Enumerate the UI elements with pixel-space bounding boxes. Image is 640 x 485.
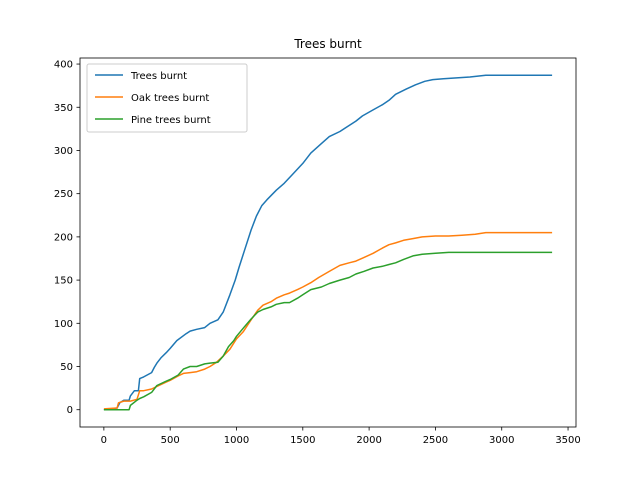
y-tick-label: 200 (54, 232, 73, 243)
plot-area (103, 74, 553, 411)
axes-frame (79, 57, 577, 428)
legend-label-3: Pine trees burnt (131, 115, 211, 126)
x-tick-label: 500 (161, 435, 180, 446)
y-tick-label: 250 (54, 189, 73, 200)
chart-title: Trees burnt (293, 37, 362, 51)
legend-label-1: Trees burnt (130, 71, 187, 82)
y-tick-label: 400 (54, 60, 73, 71)
series-line-3 (103, 251, 553, 411)
x-tick-label: 2000 (356, 435, 381, 446)
legend: Trees burnt Oak trees burnt Pine trees bur… (86, 63, 248, 133)
axes: 0 500 1000 1500 2000 2500 3000 3500 0 50 100 150 200… (54, 57, 581, 446)
y-tick-label: 50 (60, 362, 73, 373)
x-tick-label: 3500 (555, 435, 580, 446)
legend-box (86, 63, 248, 133)
x-tick-label: 3000 (489, 435, 514, 446)
x-tick-label: 1500 (290, 435, 315, 446)
y-tick-label: 0 (67, 405, 73, 416)
x-tick-label: 2500 (423, 435, 448, 446)
series-line-1 (103, 74, 553, 411)
x-tick-label: 0 (101, 435, 107, 446)
y-tick-label: 100 (54, 319, 73, 330)
y-tick-label: 350 (54, 103, 73, 114)
y-tick-label: 300 (54, 146, 73, 157)
legend-label-2: Oak trees burnt (131, 93, 209, 104)
y-tick-label: 150 (54, 276, 73, 287)
series-line-2 (103, 231, 553, 410)
x-tick-label: 1000 (224, 435, 249, 446)
